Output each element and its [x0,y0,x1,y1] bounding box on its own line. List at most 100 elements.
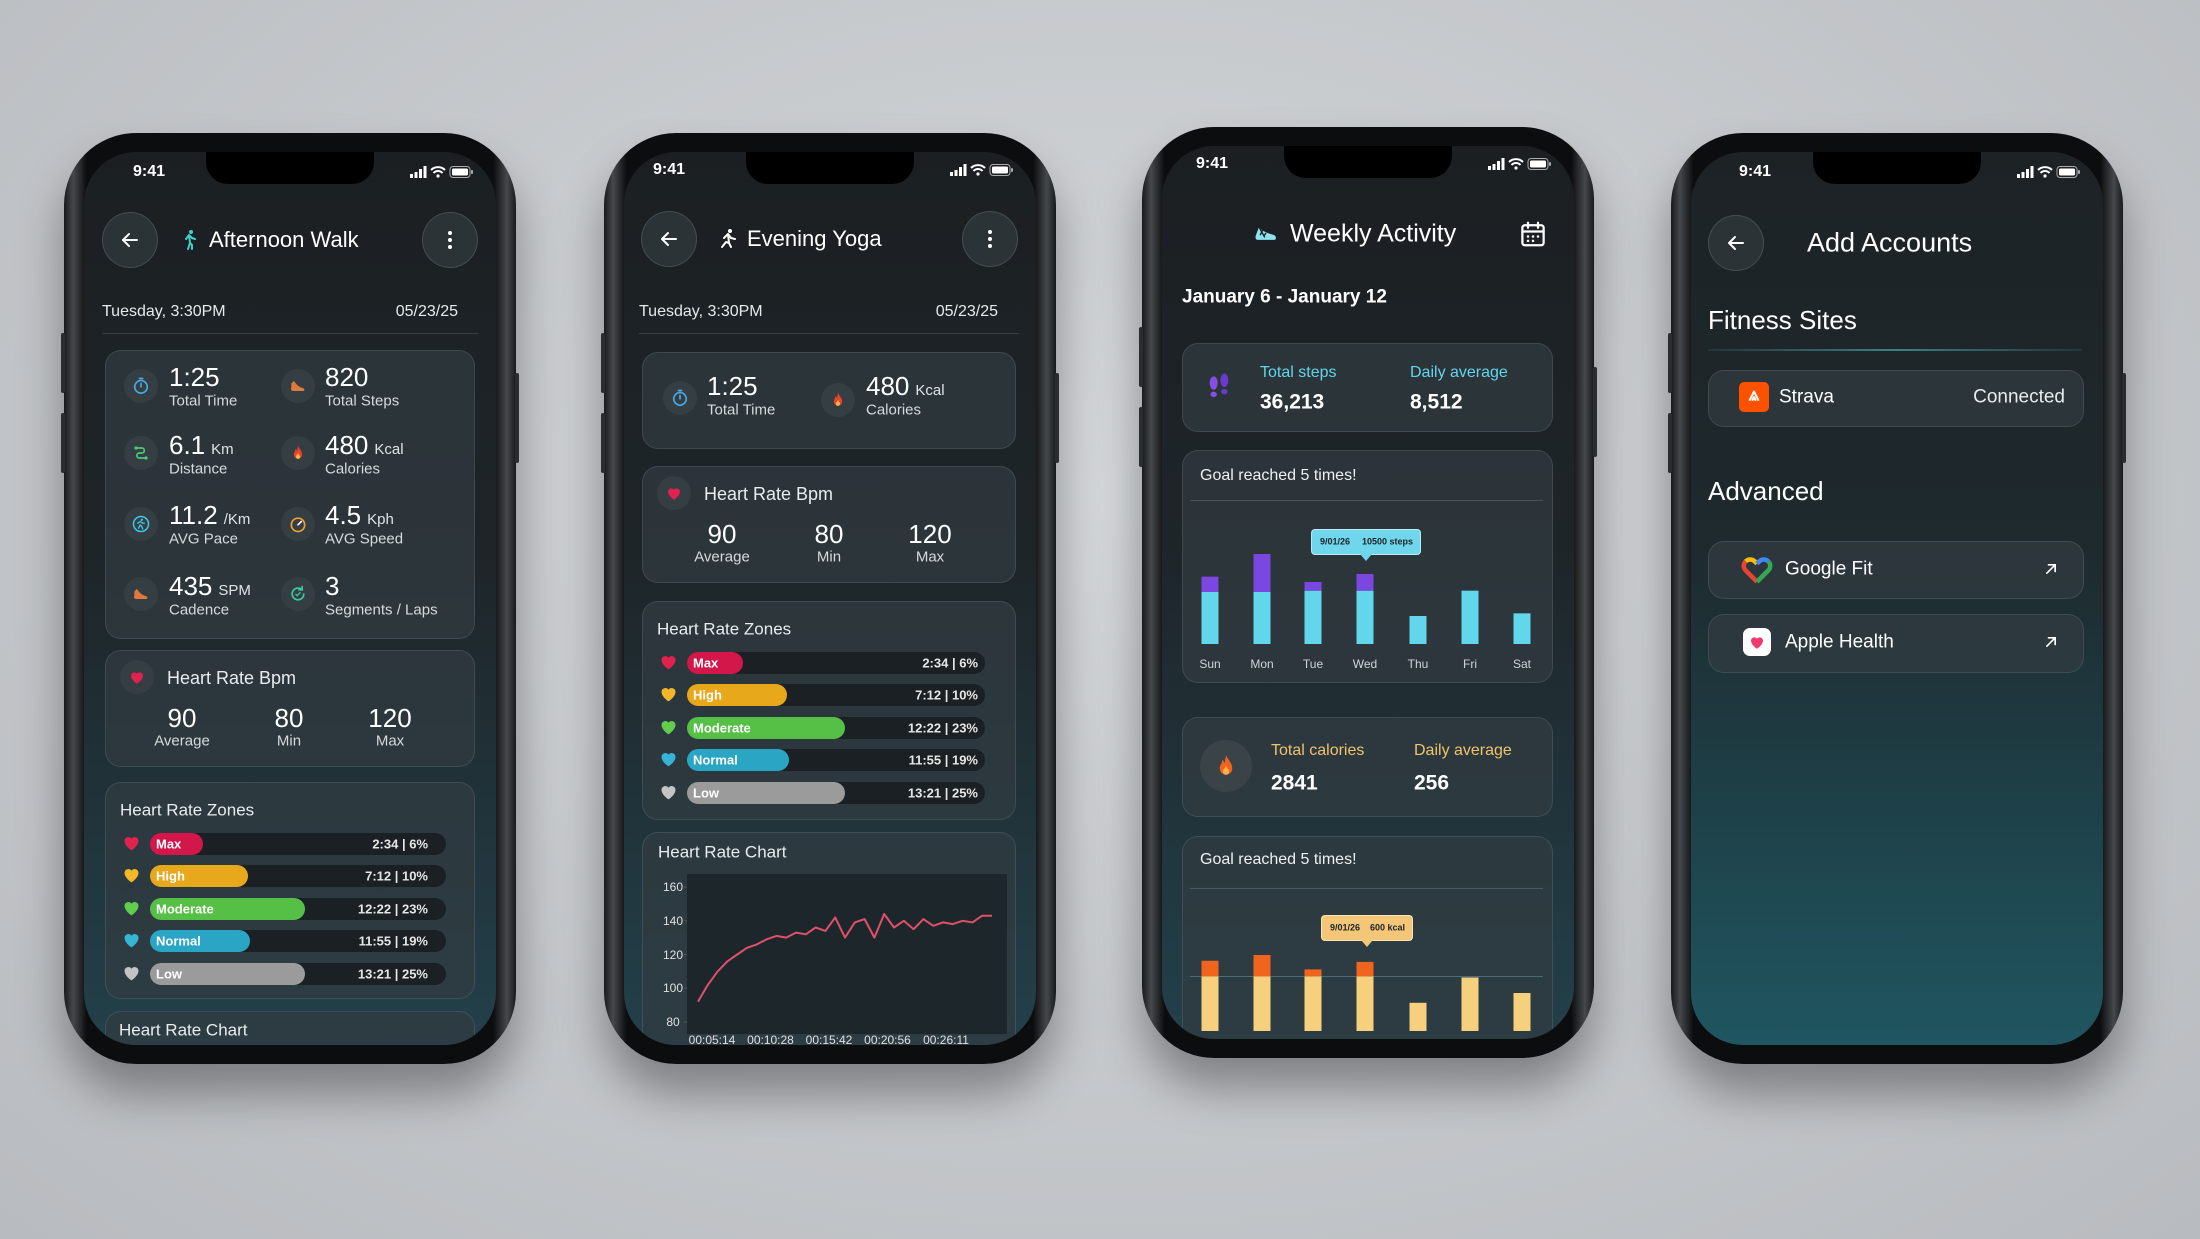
zone-name: Low [693,785,719,801]
zone-time: 12:22 | 23% [907,720,978,736]
more-button[interactable] [962,211,1018,267]
stat-number: 4.5 [325,500,362,530]
back-button[interactable] [641,211,697,267]
icon-part [963,164,967,176]
icon-part [1536,235,1540,238]
icon-part [135,447,147,459]
divider [639,333,1019,334]
icon-part [661,655,675,669]
icon-part [1755,557,1770,566]
stat-value: 435 SPM [169,573,251,599]
icon-part [2078,170,2080,174]
card-title: Heart Rate Bpm [704,484,834,504]
zone-name: High [156,868,185,884]
activity-icon [721,229,736,248]
button-icon [1728,236,1744,250]
back-button[interactable] [102,212,158,268]
icon-part [1514,166,1518,170]
icon-part [661,687,675,701]
stat-label: AVG Speed [325,530,404,548]
tooltip-text: 10500 steps [1361,536,1413,547]
zone-name: Low [156,966,182,982]
more-button[interactable] [422,212,478,268]
bar [1356,590,1374,644]
apple-health-icon [1751,637,1763,649]
stat-value: 4.5 Kph [325,502,394,528]
icon-part [988,237,992,241]
stat-number: 11.2 [169,500,218,530]
stat-icon [134,446,148,460]
icon-part [423,166,427,178]
icon-part [835,400,841,406]
icon-part [1497,161,1500,170]
card [105,1011,475,1045]
icon-part [1521,221,1545,233]
date-label: Tuesday, 3:30PM [639,303,763,320]
stat-label: Cadence [169,601,230,619]
stat-value: 3 [325,573,339,599]
icon-part [185,234,196,250]
stat-icon [291,585,305,601]
screen-title: Weekly Activity [1290,219,1457,248]
icon-part [1508,158,1524,166]
screen: 9:41 Add Accounts Fitness Sites Strava Conne… [1691,152,2103,1045]
stat-number: 1:25 [169,362,220,392]
zone-fill [150,930,250,952]
zone-time: 12:22 | 23% [357,901,428,917]
y-tick-label: 100 [662,981,684,996]
stat-icon [290,517,306,533]
icon-part [1530,160,1546,168]
phone: 9:41 Afternoon Walk Tuesday, 3:30PM 05/23/2… [61,133,519,1064]
section-underline [1708,349,2082,351]
icon-part [124,836,138,850]
account-name: Google Fit [1785,558,1873,580]
side-button [601,333,605,393]
stat-icon [833,392,843,406]
back-button[interactable] [1708,215,1764,271]
external-link-icon [2046,564,2056,574]
icon-part [122,233,138,247]
y-tick-label: 160 [662,880,684,894]
hr-value: 90 [167,703,197,733]
stat-number: 480 [325,430,369,460]
side-button [1139,407,1143,467]
stat-label: Calories [325,460,381,478]
icon-part [189,230,193,234]
screen-title: Evening Yoga [747,226,882,251]
icon-part [449,166,471,178]
hr-label: Min [816,548,842,566]
calendar-button[interactable] [1517,218,1549,250]
tooltip-pointer [1360,554,1372,561]
stat-label: AVG Pace [169,530,238,548]
bar [1304,582,1322,591]
hr-value: 90 [707,519,737,549]
status-icons [2017,166,2080,178]
zone-fill [150,898,305,920]
hr-label: Average [154,732,210,750]
stat-number: 6.1 [169,430,206,460]
stat-value: 1:25 [707,373,758,399]
strava-row[interactable] [1708,370,2084,427]
section-title: Fitness Sites [1708,305,1857,335]
stat-icon [133,377,149,394]
status-time: 9:41 [133,163,166,180]
icon-part [2037,166,2053,174]
icon-part [2059,168,2075,176]
zone-fill [150,963,305,985]
side-button [61,333,65,393]
screen-title: Afternoon Walk [209,227,359,252]
stat-label: Total Steps [325,392,400,410]
zone-name: Normal [693,752,738,768]
account-name: Strava [1779,386,1834,408]
icon-part [1210,391,1217,397]
side-button [1668,333,1672,393]
x-tick-label: Mon [1250,657,1274,671]
activity-icon [185,230,196,250]
icon-part [134,446,138,450]
zone-name: Max [693,655,719,671]
account-name: Apple Health [1785,631,1894,653]
icon-part [976,172,980,176]
zone-heart [124,901,138,915]
card-title: Heart Rate Chart [658,842,787,862]
stat-unit: Kcal [915,382,945,399]
